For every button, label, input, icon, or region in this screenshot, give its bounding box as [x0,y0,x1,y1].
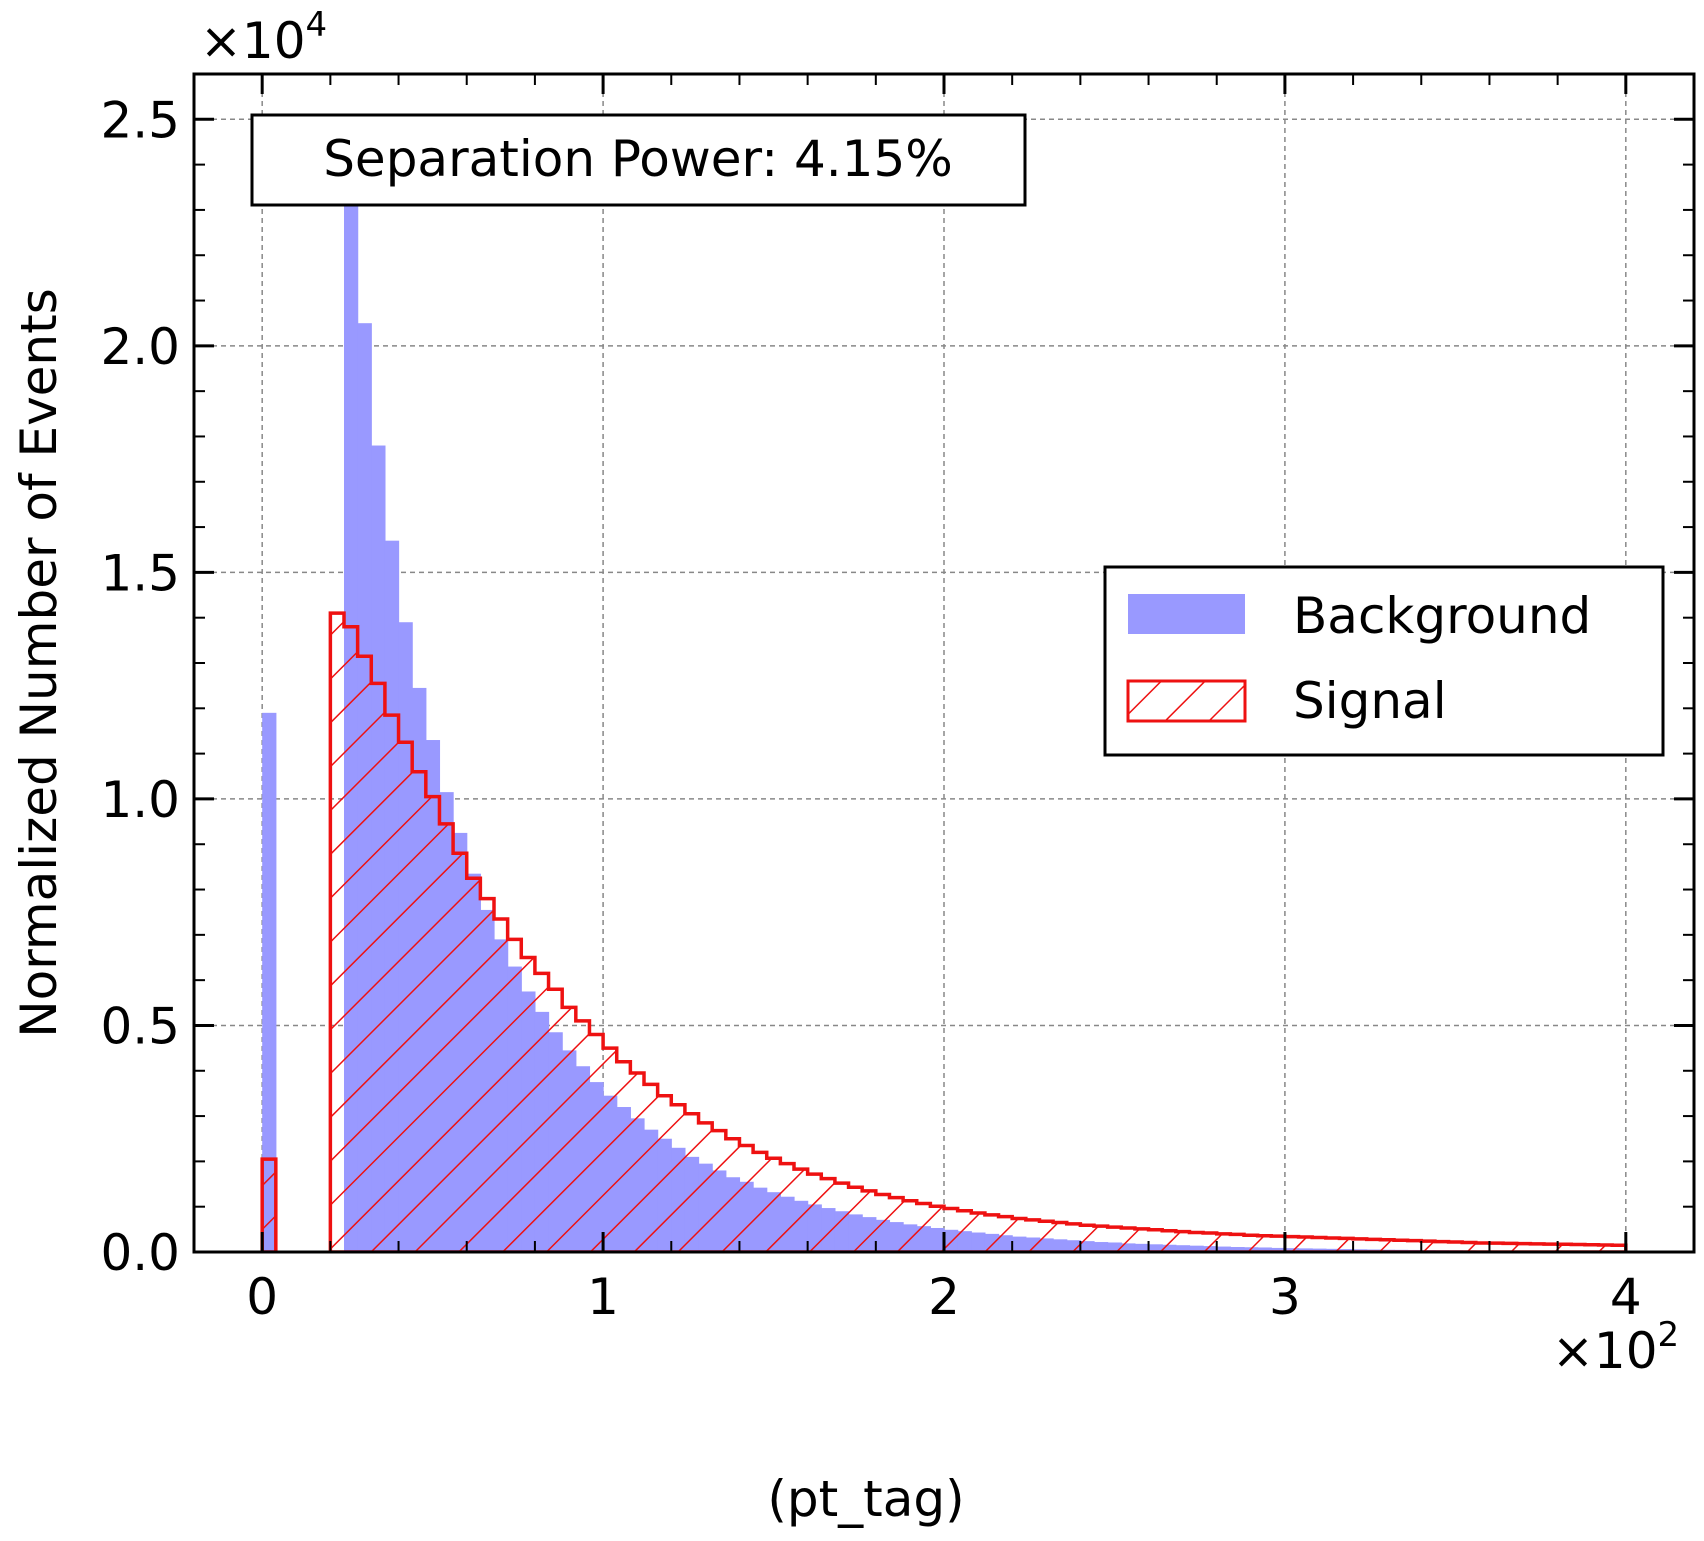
signal-step-outline [328,611,1628,1252]
x-axis-label: (pt_tag) [767,1470,964,1528]
y-tick-label: 1.0 [100,771,180,829]
annotation-box [250,113,1027,207]
y-axis-label: Normalized Number of Events [10,288,68,1038]
legend-label-background: Background [1293,587,1591,645]
x-tick-label: 2 [928,1268,960,1326]
legend-swatch-signal [1126,679,1247,723]
x-tick-label: 0 [246,1268,278,1326]
axis-tick-labels: 0 1 2 3 4 0.0 0.5 1.0 1.5 2.0 2.5 [100,91,1641,1326]
y-tick-label: 0.5 [100,997,180,1055]
y-tick-label: 0.0 [100,1224,180,1282]
x-tick-label: 1 [587,1268,619,1326]
legend-label-signal: Signal [1293,672,1447,730]
y-tick-label: 1.5 [100,544,180,602]
separation-power-annotation: Separation Power: 4.15% [250,113,1027,207]
legend: Background Signal [1103,565,1665,757]
x-tick-label: 4 [1610,1268,1642,1326]
annotation-text: Separation Power: 4.15% [323,130,953,188]
signal-step-outline [260,1157,278,1252]
x-multiplier-base: ×10 [1552,1322,1658,1380]
x-tick-label: 3 [1269,1268,1301,1326]
x-multiplier-exp: 2 [1658,1315,1680,1355]
y-tick-label: 2.0 [100,318,180,376]
legend-swatch-background [1128,594,1245,634]
y-multiplier-base: ×10 [200,12,306,70]
y-multiplier: ×104 [200,5,327,70]
y-tick-label: 2.5 [100,91,180,149]
axis-ticks [193,74,1695,1254]
background-bar [262,712,277,1252]
x-multiplier: ×102 [1552,1315,1679,1380]
signal-histogram [260,611,1628,1252]
y-multiplier-exp: 4 [306,5,328,45]
